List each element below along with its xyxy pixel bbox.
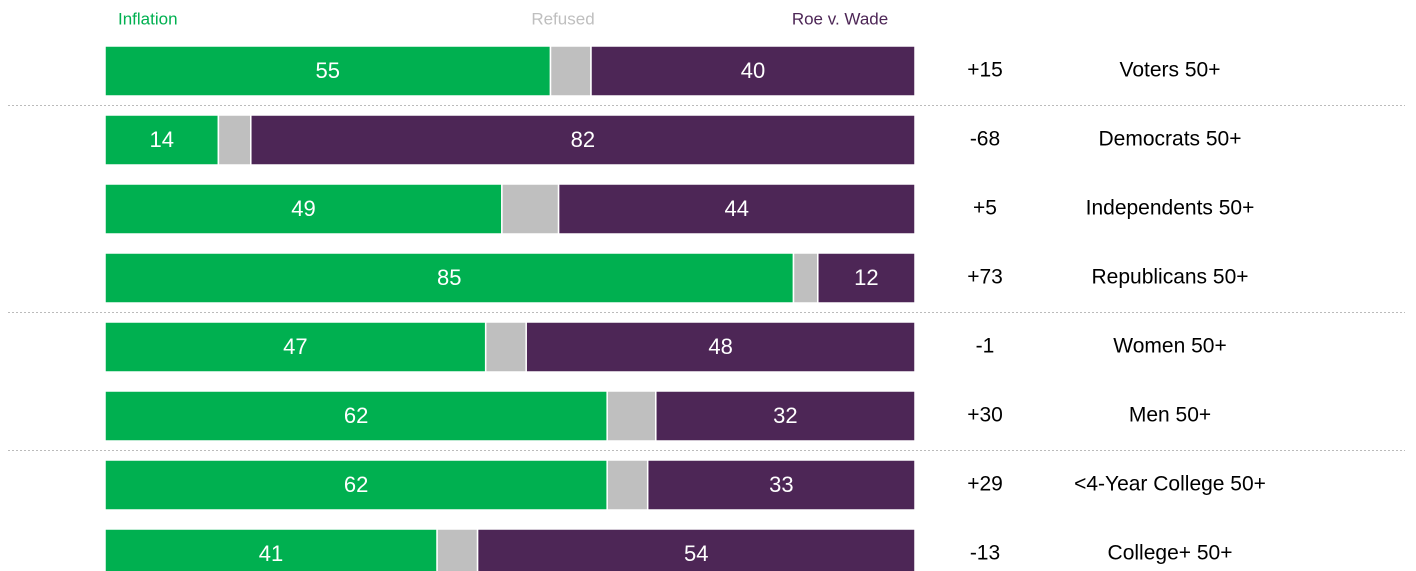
bar-segment [250, 114, 916, 166]
category-label: Republicans 50+ [1091, 266, 1248, 289]
bar-segment [646, 459, 916, 511]
legend-label: Refused [531, 9, 594, 28]
bar-segment [484, 321, 527, 373]
category-label: College+ 50+ [1108, 542, 1233, 565]
margin-label: +15 [967, 59, 1003, 82]
margin-label: +29 [967, 473, 1003, 496]
data-label: 41 [259, 541, 283, 566]
bar-segment [104, 321, 487, 373]
legend-label: Roe v. Wade [792, 9, 888, 28]
bar-segment [104, 252, 795, 304]
bar-segment [104, 459, 608, 511]
bar-segment [655, 390, 916, 442]
data-label: 82 [571, 127, 595, 152]
bar-segment [817, 252, 916, 304]
bar-segment [606, 390, 657, 442]
legend-label: Inflation [118, 9, 178, 28]
margin-label: -68 [970, 128, 1000, 151]
category-label: Democrats 50+ [1099, 128, 1242, 151]
data-label: 40 [741, 58, 765, 83]
margin-label: +5 [973, 197, 997, 220]
data-label: 14 [149, 127, 173, 152]
bar-segment [104, 114, 220, 166]
data-label: 85 [437, 265, 461, 290]
bar-segment [590, 45, 916, 97]
data-label: 32 [773, 403, 797, 428]
category-label: Voters 50+ [1120, 59, 1221, 82]
data-label: 47 [283, 334, 307, 359]
data-label: 48 [708, 334, 732, 359]
bar-segment [436, 528, 479, 571]
bar-segment [476, 528, 916, 571]
bar-segment [104, 183, 503, 235]
bar-segment [217, 114, 252, 166]
bar-segment [549, 45, 592, 97]
data-label: 33 [769, 472, 793, 497]
margin-label: -13 [970, 542, 1000, 565]
data-label: 55 [316, 58, 340, 83]
data-label: 49 [291, 196, 315, 221]
data-label: 44 [725, 196, 749, 221]
data-label: 54 [684, 541, 708, 566]
category-label: Independents 50+ [1086, 197, 1255, 220]
category-label: Women 50+ [1113, 335, 1226, 358]
data-label: 12 [854, 265, 878, 290]
data-label: 62 [344, 472, 368, 497]
margin-label: -1 [976, 335, 995, 358]
category-label: Men 50+ [1129, 404, 1211, 427]
data-label: 62 [344, 403, 368, 428]
margin-label: +73 [967, 266, 1003, 289]
bar-segment [606, 459, 649, 511]
margin-label: +30 [967, 404, 1003, 427]
bar-segment [104, 45, 552, 97]
bar-segment [501, 183, 560, 235]
bar-segment [525, 321, 916, 373]
bar-segment [792, 252, 819, 304]
category-label: <4-Year College 50+ [1074, 473, 1266, 496]
bar-segment [557, 183, 916, 235]
